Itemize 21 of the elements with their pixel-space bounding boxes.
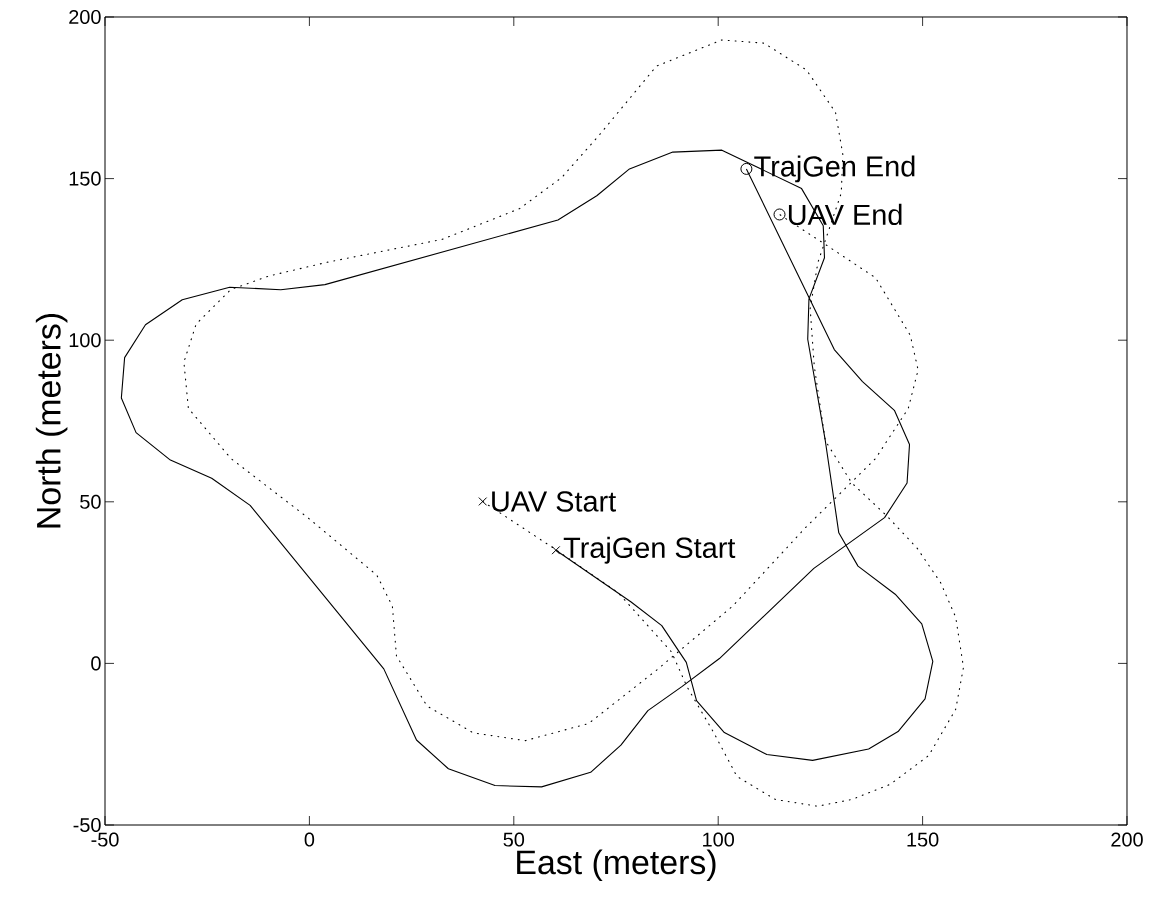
y-tick-label: 50 bbox=[80, 494, 101, 509]
y-tick-label: 150 bbox=[69, 171, 101, 186]
x-tick-label: 100 bbox=[703, 832, 735, 847]
x-tick-label: -50 bbox=[91, 832, 119, 847]
annotation: UAV Start bbox=[492, 491, 616, 512]
point bbox=[773, 208, 786, 221]
annotation: TrajGen End bbox=[754, 155, 915, 183]
point bbox=[740, 162, 753, 175]
point bbox=[478, 497, 488, 506]
x-tick-label: 150 bbox=[907, 832, 939, 847]
x-tick-label: 200 bbox=[1111, 832, 1143, 847]
annotation: TrajGen Start bbox=[563, 536, 736, 564]
y-tick-label: 0 bbox=[91, 656, 101, 671]
y-tick-label: 200 bbox=[69, 9, 101, 25]
point bbox=[551, 545, 561, 555]
x-tick-label: 50 bbox=[503, 832, 525, 847]
x-tick-label: 0 bbox=[304, 832, 315, 847]
y-tick-label: 100 bbox=[69, 333, 101, 348]
y-axis-title: North (meters) bbox=[35, 313, 68, 528]
x-axis-title: East (meters) bbox=[517, 849, 716, 882]
y-tick-label: -50 bbox=[73, 817, 101, 833]
